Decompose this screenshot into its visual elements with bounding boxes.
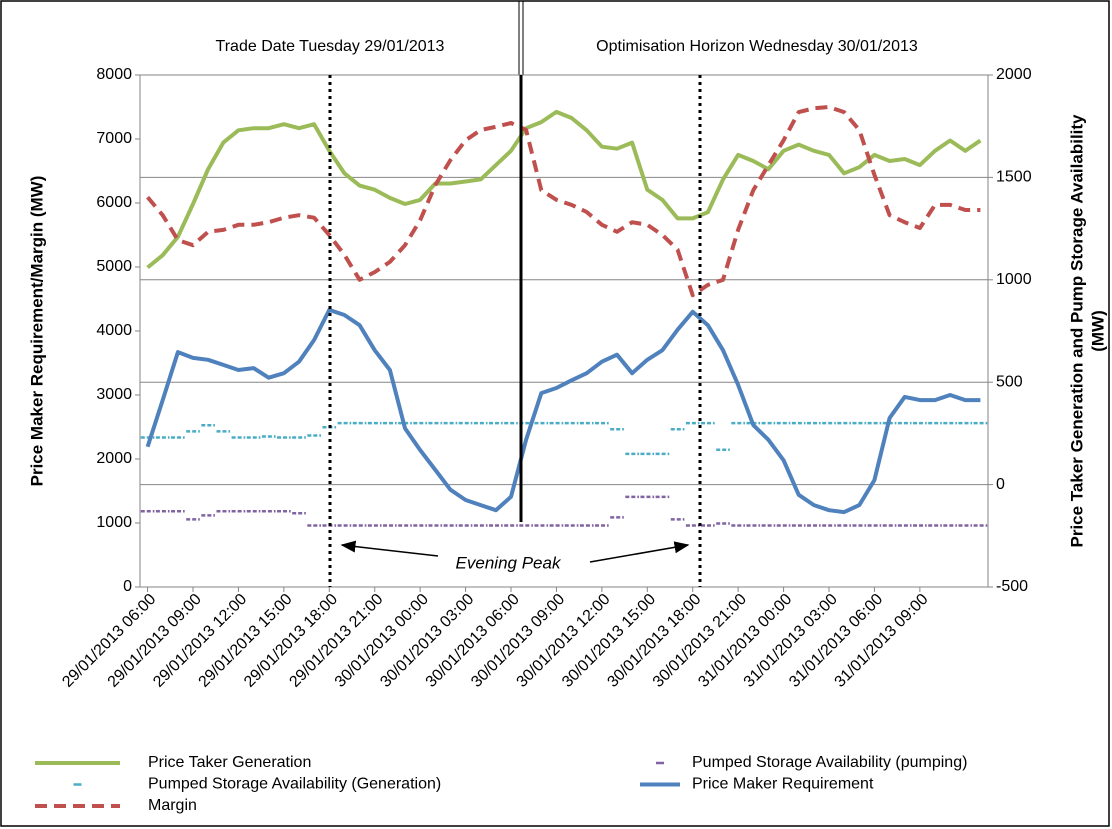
y-tick-label: 0: [123, 578, 132, 595]
legend-label: Pumped Storage Availability (pumping): [692, 754, 967, 771]
y-tick-label: 2000: [96, 450, 132, 467]
y-tick-label: 3000: [96, 386, 132, 403]
y-tick-label: 8000: [96, 66, 132, 83]
y2-tick-label: -500: [996, 578, 1028, 595]
y-tick-label: 4000: [96, 322, 132, 339]
legend-label: Price Maker Requirement: [692, 776, 874, 793]
series-line: [145, 307, 981, 515]
y-tick-label: 6000: [96, 194, 132, 211]
y-tick-label: 1000: [96, 514, 132, 531]
annotation: Optimisation Horizon Wednesday 30/01/201…: [596, 38, 918, 55]
y2-axis-label: Price Taker Generation and Pump Storage …: [1067, 114, 1086, 548]
y2-tick-label: 2000: [996, 66, 1032, 83]
legend-label: Pumped Storage Availability (Generation): [148, 776, 441, 793]
y2-axis-label: (MW): [1088, 310, 1107, 352]
arrow: [589, 541, 690, 563]
legend-label: Margin: [148, 797, 197, 814]
y-tick-label: 5000: [96, 258, 132, 275]
series-line: [146, 109, 982, 270]
series-line: [146, 105, 981, 298]
y2-tick-label: 500: [996, 373, 1023, 390]
y2-tick-label: 1000: [996, 271, 1032, 288]
y-tick-label: 7000: [96, 130, 132, 147]
y-axis-label: Price Maker Requirement/Margin (MW): [27, 176, 46, 487]
annotation: Trade Date Tuesday 29/01/2013: [216, 38, 445, 55]
y2-tick-label: 0: [996, 476, 1005, 493]
arrow: [340, 540, 439, 557]
legend-label: Price Taker Generation: [148, 754, 311, 771]
annotation: Evening Peak: [456, 553, 562, 572]
y2-tick-label: 1500: [996, 169, 1032, 186]
